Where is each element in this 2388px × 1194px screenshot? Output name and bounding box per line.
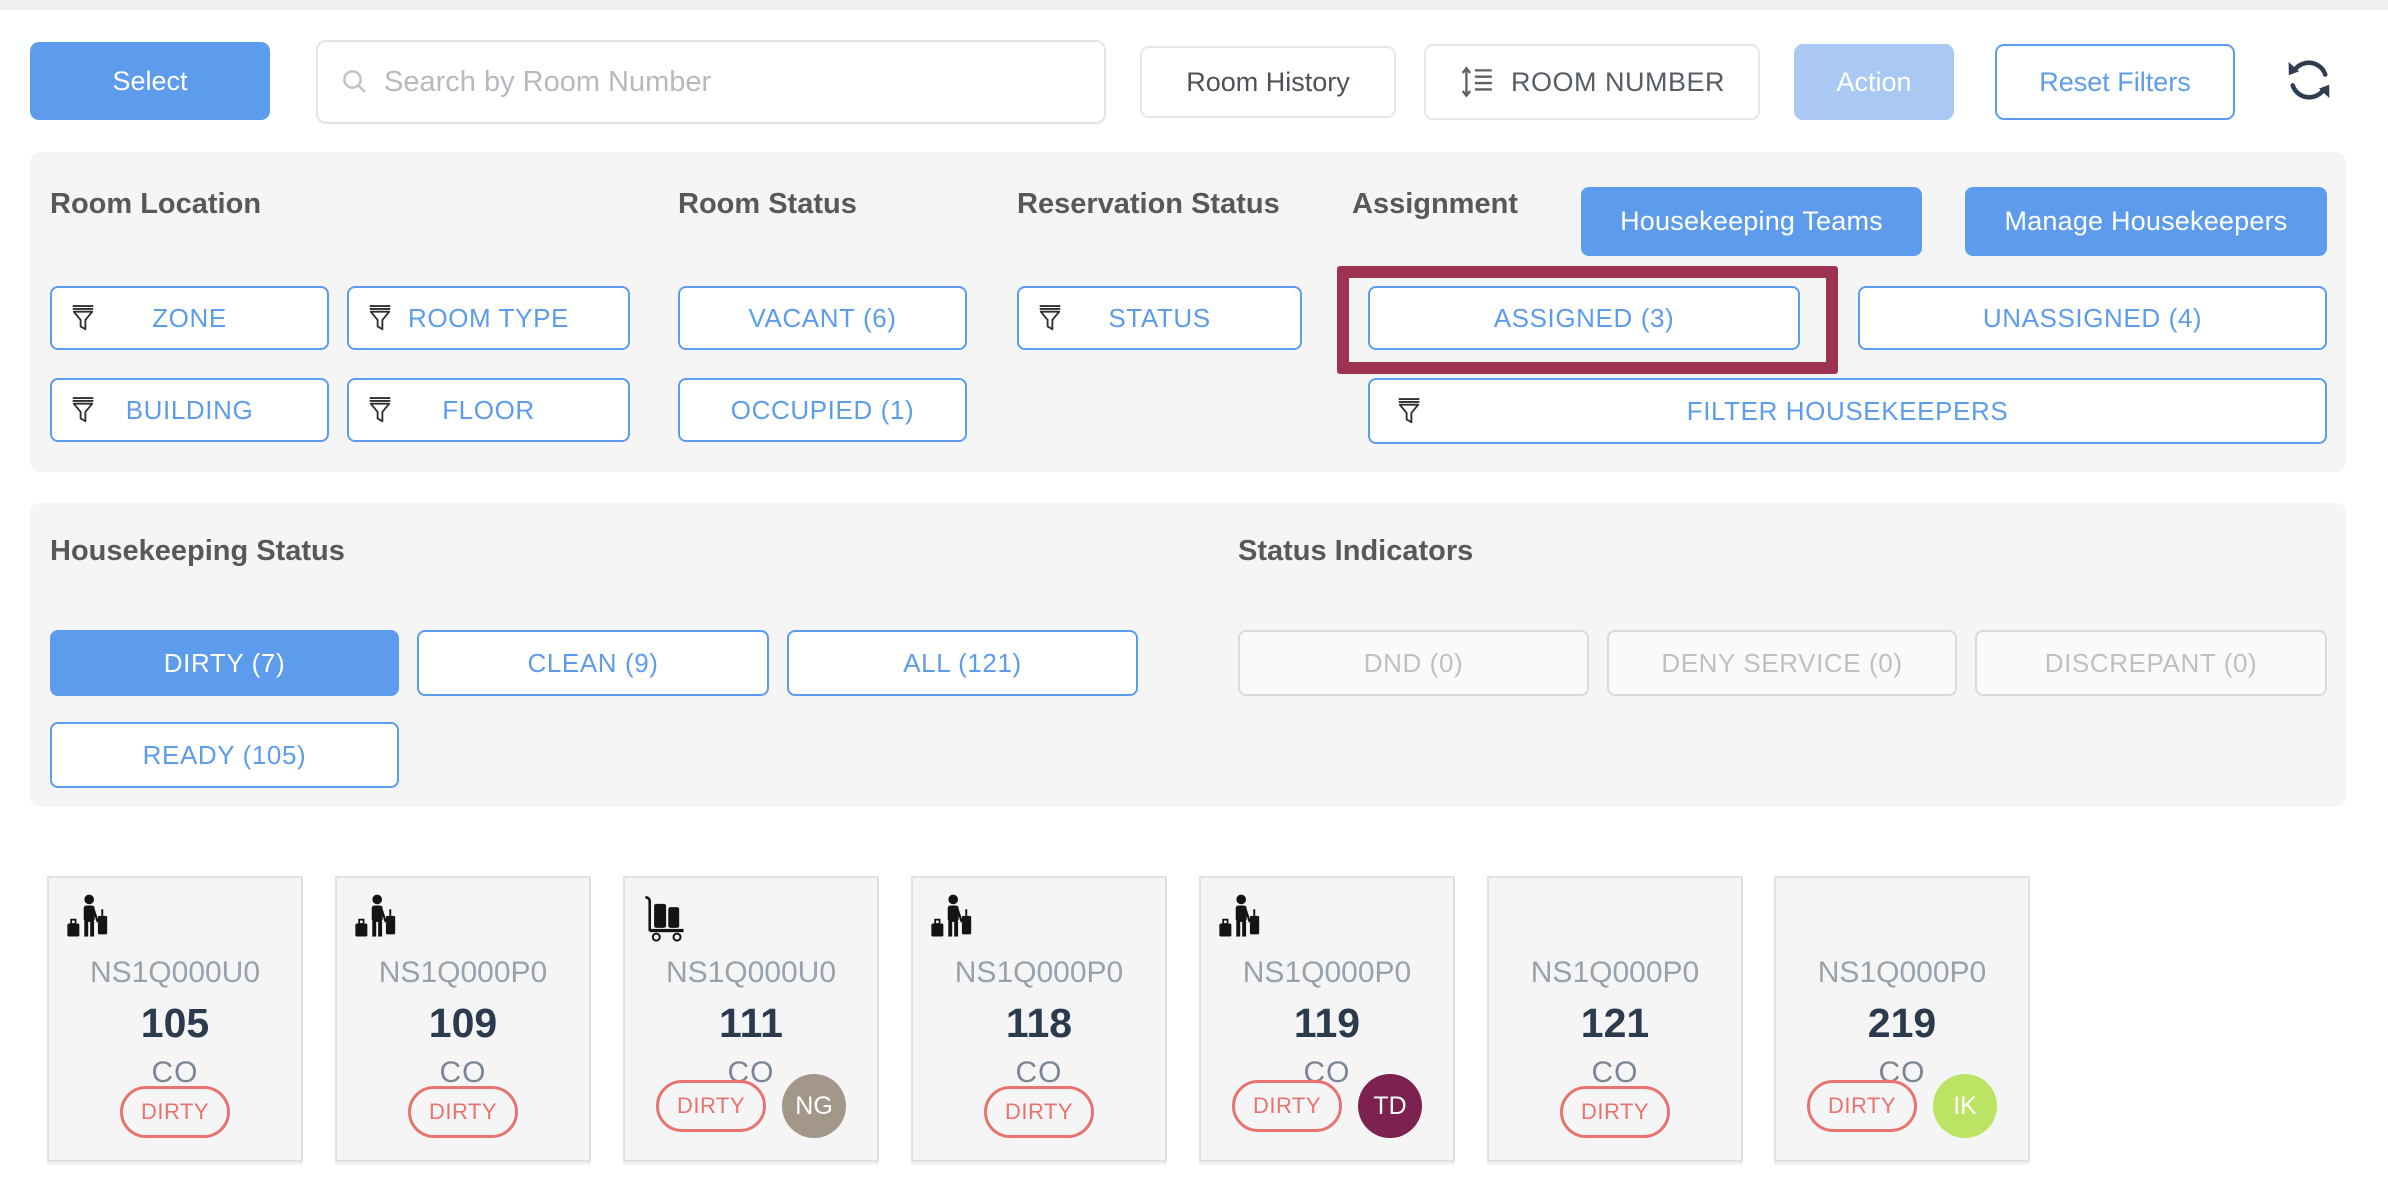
floor-label: FLOOR [442, 394, 535, 425]
vacant-filter-button[interactable]: VACANT (6) [678, 286, 967, 350]
funnel-icon [70, 303, 96, 333]
status-badge: DIRTY [1559, 1086, 1671, 1138]
room-location-label: Room Location [50, 188, 262, 220]
status-badge: DIRTY [655, 1080, 767, 1132]
reservation-status-filter-button[interactable]: STATUS [1017, 286, 1302, 350]
search-input[interactable] [384, 65, 1084, 99]
room-number: 105 [140, 1000, 210, 1046]
clean-filter-button[interactable]: CLEAN (9) [417, 630, 769, 696]
housekeeping-status-label: Housekeeping Status [50, 535, 345, 567]
room-type-label: ROOM TYPE [408, 302, 569, 333]
guest-luggage-icon [353, 894, 397, 942]
status-badge: DIRTY [1231, 1080, 1343, 1132]
refresh-icon[interactable] [2283, 52, 2335, 108]
select-button[interactable]: Select [30, 42, 270, 120]
search-icon [340, 67, 370, 97]
reservation-status-label: Reservation Status [1017, 188, 1280, 220]
status-indicators-label: Status Indicators [1238, 535, 1474, 567]
building-filter-button[interactable]: BUILDING [50, 378, 329, 442]
funnel-icon [367, 395, 393, 425]
occupancy-code: CO [151, 1056, 199, 1089]
search-box[interactable] [316, 40, 1106, 124]
guest-luggage-icon [1217, 894, 1261, 942]
funnel-icon [70, 395, 96, 425]
room-number: 219 [1867, 1000, 1937, 1046]
sort-icon [1459, 65, 1495, 99]
sort-by-button[interactable]: ROOM NUMBER [1424, 44, 1760, 120]
room-card[interactable]: NS1Q000P0 118 CO DIRTY [911, 876, 1167, 1162]
room-number: 121 [1580, 1000, 1650, 1046]
room-type-code: NS1Q000P0 [1530, 956, 1700, 989]
zone-filter-button[interactable]: ZONE [50, 286, 329, 350]
housekeeper-avatar: IK [1933, 1074, 1998, 1138]
funnel-icon [1396, 396, 1422, 426]
assignment-label: Assignment [1352, 188, 1518, 220]
occupancy-code: CO [1015, 1056, 1063, 1089]
dirty-filter-button[interactable]: DIRTY (7) [50, 630, 399, 696]
room-card[interactable]: NS1Q000P0 121 CO DIRTY [1487, 876, 1743, 1162]
room-status-label: Room Status [678, 188, 857, 220]
luggage-cart-icon [641, 894, 689, 942]
room-type-code: NS1Q000U0 [89, 956, 261, 989]
action-button: Action [1794, 44, 1954, 120]
sort-label: ROOM NUMBER [1511, 66, 1725, 97]
room-history-button[interactable]: Room History [1140, 46, 1396, 118]
status-badge: DIRTY [119, 1086, 231, 1138]
filter-housekeepers-label: FILTER HOUSEKEEPERS [1686, 395, 2009, 426]
reset-filters-button[interactable]: Reset Filters [1995, 44, 2235, 120]
ready-filter-button[interactable]: READY (105) [50, 722, 399, 788]
room-card[interactable]: NS1Q000P0 109 CO DIRTY [335, 876, 591, 1162]
toolbar: Select Room History ROOM NUMBER Action R… [0, 0, 2388, 150]
status-badge: DIRTY [407, 1086, 519, 1138]
manage-housekeepers-button[interactable]: Manage Housekeepers [1965, 187, 2327, 256]
filters-panel: Room Location Room Status Reservation St… [30, 152, 2346, 472]
funnel-icon [367, 303, 393, 333]
room-card[interactable]: NS1Q000U0 111 CO DIRTY NG [623, 876, 879, 1162]
room-card[interactable]: NS1Q000P0 119 CO DIRTY TD [1199, 876, 1455, 1162]
discrepant-filter-button: DISCREPANT (0) [1975, 630, 2327, 696]
room-type-code: NS1Q000U0 [665, 956, 837, 989]
housekeeping-status-panel: Housekeeping Status Status Indicators DI… [30, 503, 2346, 807]
assigned-filter-button[interactable]: ASSIGNED (3) [1368, 286, 1800, 350]
unassigned-filter-button[interactable]: UNASSIGNED (4) [1858, 286, 2327, 350]
floor-filter-button[interactable]: FLOOR [347, 378, 630, 442]
room-number: 118 [1005, 1000, 1073, 1046]
status-badge: DIRTY [1806, 1080, 1918, 1132]
room-type-code: NS1Q000P0 [1242, 956, 1412, 989]
room-type-code: NS1Q000P0 [954, 956, 1124, 989]
room-card[interactable]: NS1Q000U0 105 CO DIRTY [47, 876, 303, 1162]
zone-label: ZONE [152, 302, 227, 333]
room-type-filter-button[interactable]: ROOM TYPE [347, 286, 630, 350]
housekeeper-avatar: TD [1358, 1074, 1423, 1138]
occupied-filter-button[interactable]: OCCUPIED (1) [678, 378, 967, 442]
filter-housekeepers-button[interactable]: FILTER HOUSEKEEPERS [1368, 378, 2327, 444]
deny-service-filter-button: DENY SERVICE (0) [1607, 630, 1957, 696]
room-card-grid: NS1Q000U0 105 CO DIRTY NS1Q000P0 109 CO … [0, 876, 2388, 1166]
all-filter-button[interactable]: ALL (121) [787, 630, 1138, 696]
status-label: STATUS [1108, 302, 1211, 333]
room-type-code: NS1Q000P0 [1817, 956, 1987, 989]
housekeeper-avatar: NG [782, 1074, 847, 1138]
room-type-code: NS1Q000P0 [378, 956, 548, 989]
building-label: BUILDING [125, 394, 254, 425]
room-card[interactable]: NS1Q000P0 219 CO DIRTY IK [1774, 876, 2030, 1162]
room-number: 109 [428, 1000, 498, 1046]
housekeeping-teams-button[interactable]: Housekeeping Teams [1581, 187, 1922, 256]
dnd-filter-button: DND (0) [1238, 630, 1589, 696]
guest-luggage-icon [929, 894, 973, 942]
occupancy-code: CO [439, 1056, 487, 1089]
top-edge-strip [0, 0, 2388, 10]
funnel-icon [1037, 303, 1063, 333]
occupancy-code: CO [1591, 1056, 1639, 1089]
room-number: 111 [719, 1000, 783, 1046]
room-number: 119 [1293, 1000, 1361, 1046]
guest-luggage-icon [65, 894, 109, 942]
status-badge: DIRTY [983, 1086, 1095, 1138]
